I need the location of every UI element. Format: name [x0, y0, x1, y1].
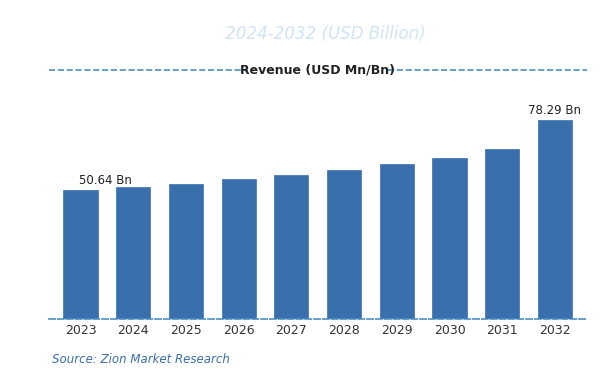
Bar [433, 158, 467, 319]
Bar [274, 175, 309, 319]
Bar [327, 170, 361, 319]
Text: Revenue (USD Mn/Bn): Revenue (USD Mn/Bn) [240, 63, 395, 77]
Bar [379, 164, 414, 319]
Text: Global Cranes Rental Market,: Global Cranes Rental Market, [0, 25, 217, 43]
Text: Source: Zion Market Research: Source: Zion Market Research [52, 352, 230, 366]
Bar [64, 191, 98, 319]
Text: 2024-2032 (USD Billion): 2024-2032 (USD Billion) [220, 25, 426, 43]
Bar [169, 184, 203, 319]
Text: 78.29 Bn: 78.29 Bn [529, 104, 582, 117]
Text: CAGR : 4.96%: CAGR : 4.96% [63, 110, 169, 124]
Text: 50.64 Bn: 50.64 Bn [79, 174, 133, 187]
Bar [116, 187, 150, 319]
Bar [538, 120, 572, 319]
Bar [222, 179, 256, 319]
Bar [485, 149, 519, 319]
Text: Global Cranes Rental Market,: Global Cranes Rental Market, [158, 25, 453, 43]
